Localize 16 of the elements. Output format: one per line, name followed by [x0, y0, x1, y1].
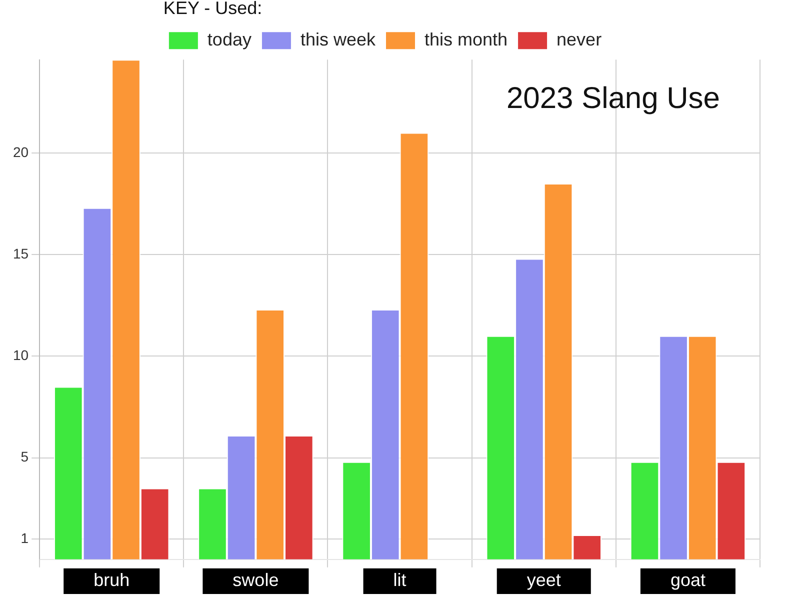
x-tick-label: lit	[393, 570, 406, 590]
x-tick-label: goat	[670, 570, 706, 590]
legend-label: today	[207, 30, 252, 50]
legend-title: KEY - Used:	[163, 0, 262, 18]
legend-label: this week	[300, 30, 376, 50]
y-tick-label: 10	[12, 347, 29, 364]
y-tick-label: 1	[20, 530, 29, 546]
y-tick-label: 5	[20, 448, 29, 465]
x-tick-label: swole	[232, 570, 279, 590]
legend-label: never	[556, 30, 602, 50]
y-tick-label: 20	[12, 144, 29, 160]
x-tick-label: bruh	[94, 570, 130, 590]
x-tick-label: yeet	[526, 570, 561, 590]
text: 2023 Slang Use	[506, 82, 720, 115]
y-tick-label: 15	[12, 246, 29, 262]
legend-label: this month	[424, 30, 508, 50]
